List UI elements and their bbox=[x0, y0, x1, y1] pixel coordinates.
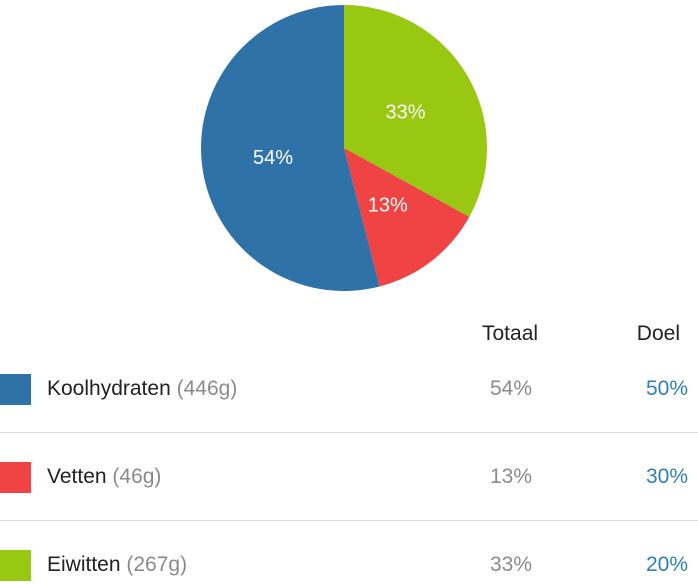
macro-grams: (267g) bbox=[126, 553, 188, 576]
pie-slice-koolhydraten bbox=[200, 5, 380, 292]
macro-label: Eiwitten bbox=[47, 553, 121, 576]
pie-label-koolhydraten: 54% bbox=[253, 147, 293, 169]
protein-color-swatch bbox=[0, 550, 31, 581]
fat-color-swatch bbox=[0, 462, 31, 493]
macro-row-carbs[interactable]: Koolhydraten (446g) 54% 50% bbox=[0, 370, 698, 410]
column-header-goal: Doel bbox=[636, 322, 680, 345]
macro-pie-chart: 33% 13% 54% bbox=[200, 4, 488, 292]
macro-name: Koolhydraten (446g) bbox=[47, 377, 237, 401]
pie-label-eiwitten: 33% bbox=[386, 102, 426, 124]
macro-grams: (446g) bbox=[176, 377, 238, 400]
macro-goal-percent[interactable]: 20% bbox=[645, 553, 688, 576]
macro-goal-percent[interactable]: 30% bbox=[645, 465, 688, 488]
column-header-total: Totaal bbox=[482, 322, 539, 345]
macro-total-percent: 13% bbox=[490, 465, 533, 488]
pie-label-vetten: 13% bbox=[368, 194, 408, 216]
macro-grams: (46g) bbox=[112, 465, 162, 488]
row-divider bbox=[0, 432, 698, 433]
pie-slice-vetten bbox=[344, 148, 470, 287]
row-divider bbox=[0, 520, 698, 521]
carbs-color-swatch bbox=[0, 374, 31, 405]
macro-row-protein[interactable]: Eiwitten (267g) 33% 20% bbox=[0, 546, 698, 585]
macro-total-percent: 54% bbox=[490, 377, 533, 400]
macro-row-fat[interactable]: Vetten (46g) 13% 30% bbox=[0, 458, 698, 498]
macro-name: Vetten (46g) bbox=[47, 465, 161, 489]
pie-chart-svg: 33% 13% 54% bbox=[200, 5, 487, 292]
macro-label: Vetten bbox=[47, 465, 107, 488]
macro-label: Koolhydraten bbox=[47, 377, 171, 400]
macro-total-percent: 33% bbox=[490, 553, 533, 576]
macro-name: Eiwitten (267g) bbox=[47, 553, 187, 577]
pie-slice-eiwitten bbox=[344, 5, 487, 217]
macro-goal-percent[interactable]: 50% bbox=[645, 377, 688, 400]
